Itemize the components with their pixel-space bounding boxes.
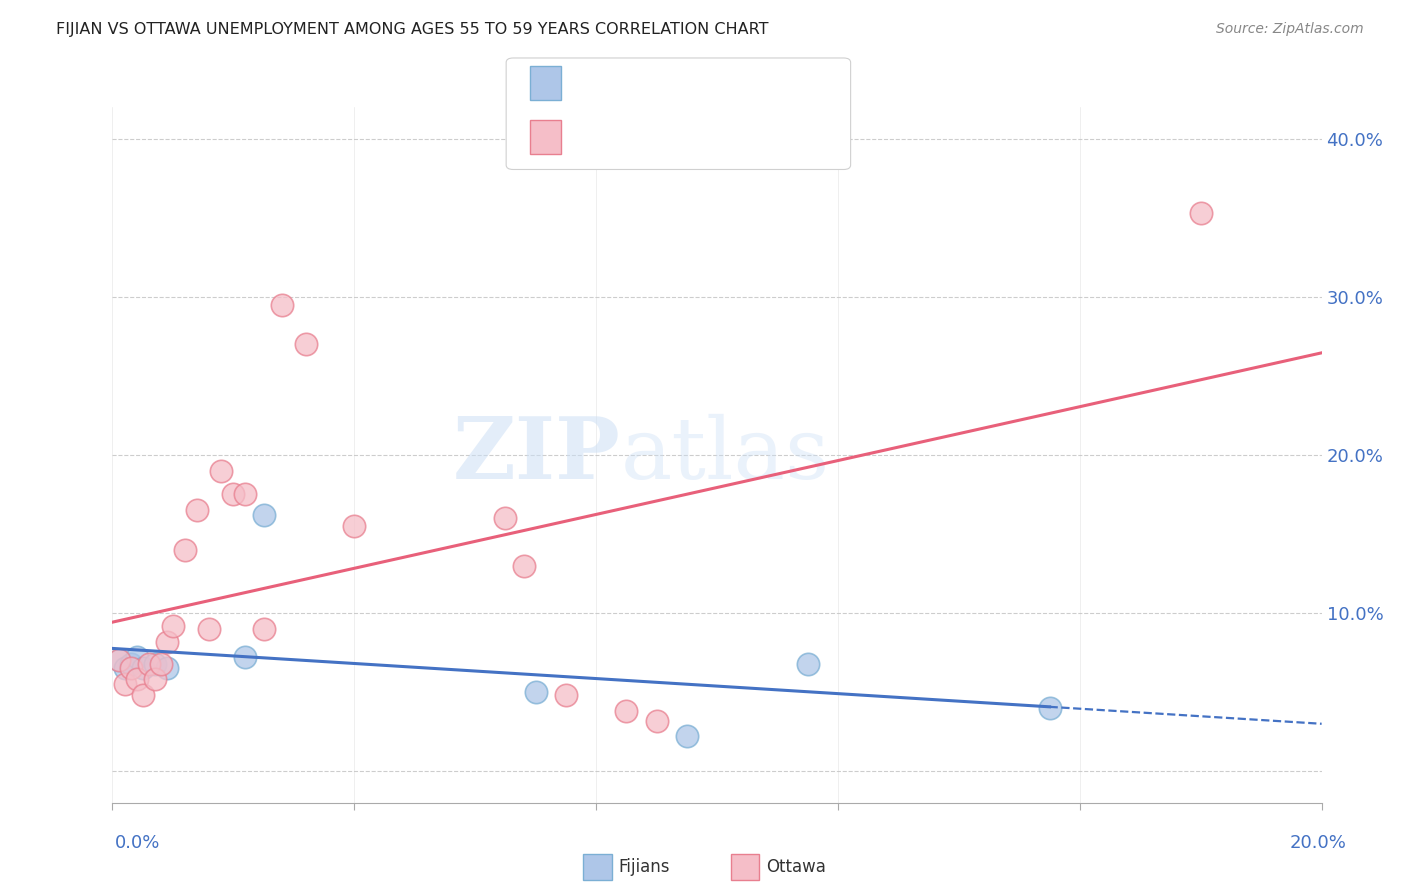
Point — [120, 657, 142, 671]
Point — [270, 298, 292, 312]
Point — [107, 653, 129, 667]
Point — [138, 657, 160, 671]
Text: ZIP: ZIP — [453, 413, 620, 497]
Point — [125, 673, 148, 687]
Text: 0.770: 0.770 — [617, 128, 673, 146]
Point — [162, 618, 184, 632]
Point — [645, 714, 668, 728]
Text: 0.0%: 0.0% — [115, 834, 160, 852]
Point — [343, 519, 366, 533]
Text: R =: R = — [575, 128, 612, 146]
Point — [209, 464, 232, 478]
Point — [114, 661, 136, 675]
Point — [512, 558, 534, 573]
Point — [1038, 701, 1062, 715]
Y-axis label: Unemployment Among Ages 55 to 59 years: Unemployment Among Ages 55 to 59 years — [0, 279, 7, 631]
Text: Ottawa: Ottawa — [766, 858, 827, 876]
Text: Source: ZipAtlas.com: Source: ZipAtlas.com — [1216, 22, 1364, 37]
Point — [114, 677, 136, 691]
Text: N =: N = — [695, 128, 731, 146]
Point — [186, 503, 208, 517]
Point — [143, 673, 166, 687]
Point — [125, 650, 148, 665]
Text: 13: 13 — [737, 74, 762, 92]
Text: R =: R = — [575, 74, 612, 92]
Point — [495, 511, 517, 525]
Point — [107, 653, 129, 667]
Point — [132, 661, 155, 675]
Text: 20.0%: 20.0% — [1291, 834, 1347, 852]
Point — [554, 688, 576, 702]
Point — [295, 337, 318, 351]
Point — [222, 487, 245, 501]
Point — [616, 704, 638, 718]
Point — [132, 688, 155, 702]
Point — [235, 650, 257, 665]
Point — [235, 487, 257, 501]
Point — [156, 634, 179, 648]
Point — [524, 685, 547, 699]
Point — [174, 542, 197, 557]
Point — [120, 661, 142, 675]
Text: 26: 26 — [737, 128, 762, 146]
Point — [143, 657, 166, 671]
Point — [149, 657, 172, 671]
Point — [675, 730, 697, 744]
Point — [1189, 206, 1212, 220]
Text: Fijians: Fijians — [619, 858, 671, 876]
Point — [796, 657, 818, 671]
Text: FIJIAN VS OTTAWA UNEMPLOYMENT AMONG AGES 55 TO 59 YEARS CORRELATION CHART: FIJIAN VS OTTAWA UNEMPLOYMENT AMONG AGES… — [56, 22, 769, 37]
Text: N =: N = — [695, 74, 731, 92]
Point — [253, 508, 276, 522]
Text: -0.081: -0.081 — [617, 74, 682, 92]
Point — [198, 622, 221, 636]
Text: atlas: atlas — [620, 413, 830, 497]
Point — [253, 622, 276, 636]
Point — [156, 661, 179, 675]
